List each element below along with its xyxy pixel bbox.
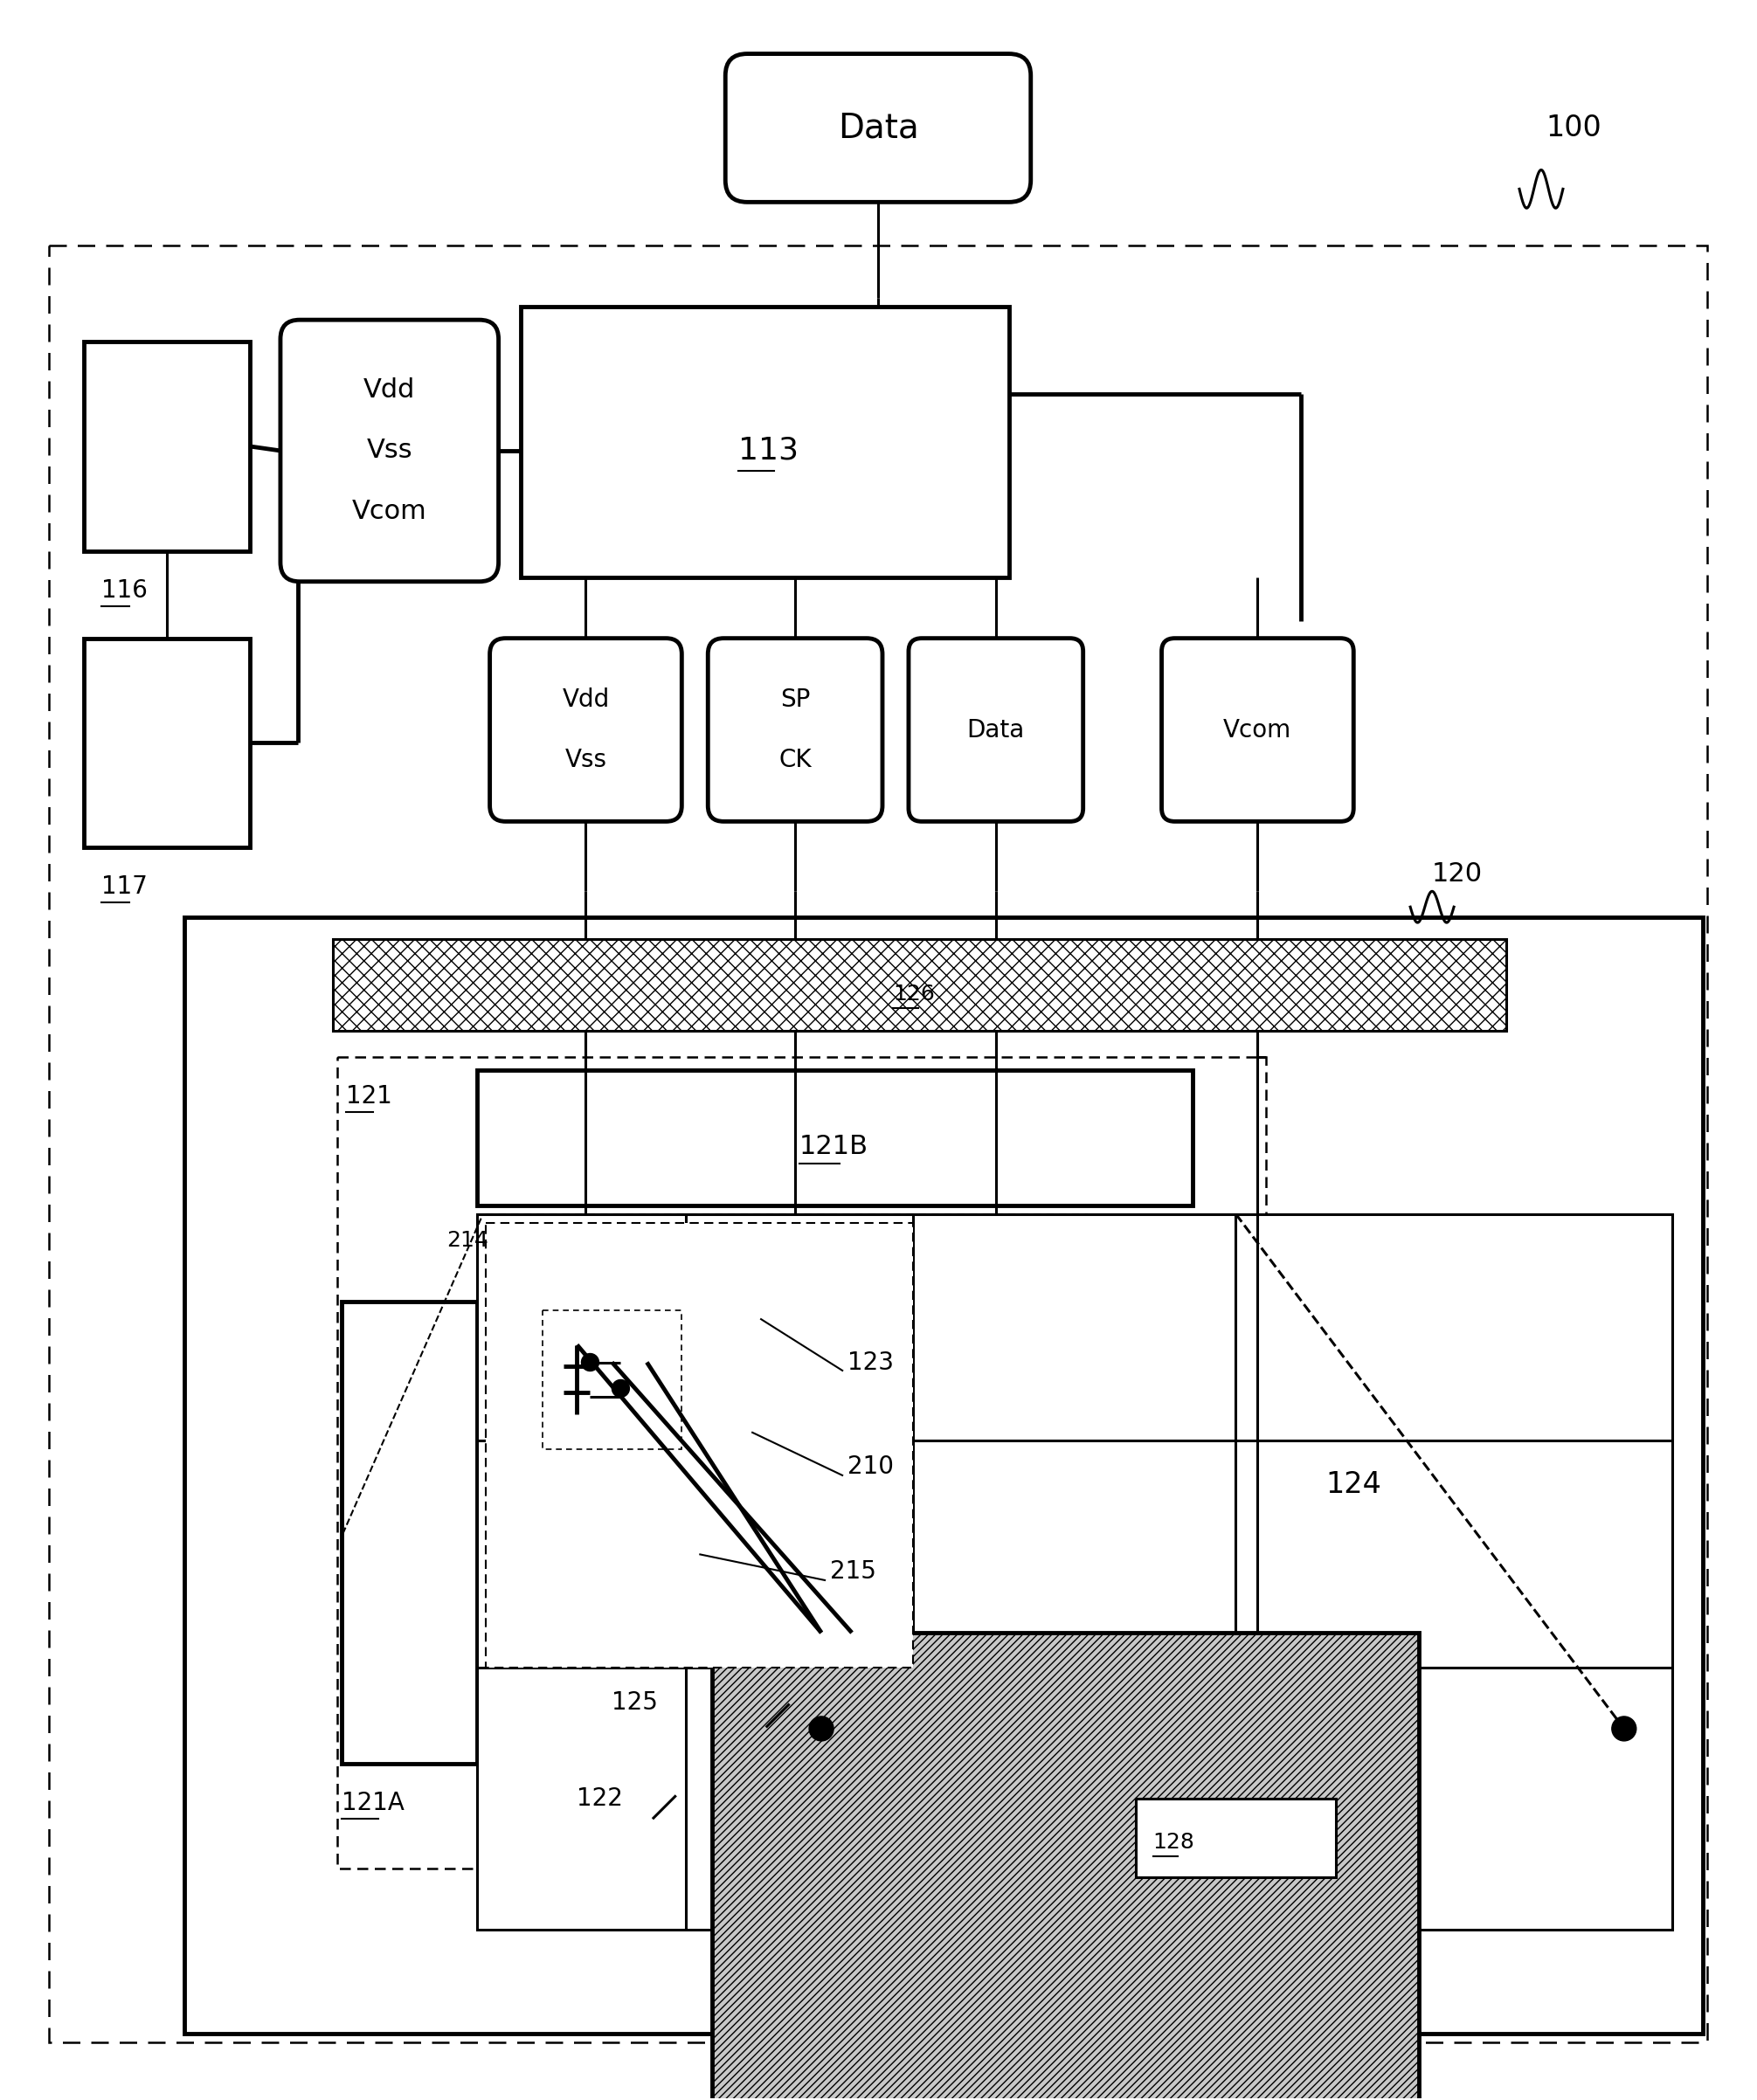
Text: Vss: Vss: [367, 439, 413, 464]
Bar: [84, 638, 249, 848]
Text: 117: 117: [102, 874, 148, 899]
Text: 214: 214: [446, 1231, 488, 1252]
Text: 120: 120: [1432, 861, 1483, 886]
FancyBboxPatch shape: [1161, 638, 1353, 821]
Text: 126: 126: [893, 983, 935, 1004]
FancyBboxPatch shape: [490, 638, 682, 821]
Text: 121A: 121A: [341, 1791, 404, 1814]
Text: 123: 123: [847, 1350, 894, 1376]
Text: 210: 210: [847, 1455, 894, 1478]
Circle shape: [810, 1716, 833, 1741]
Text: Vss: Vss: [564, 748, 606, 773]
FancyBboxPatch shape: [726, 55, 1031, 202]
Text: Vdd: Vdd: [364, 378, 415, 403]
Bar: [712, 1632, 1420, 2100]
Bar: [520, 307, 1009, 578]
FancyBboxPatch shape: [281, 319, 499, 582]
Bar: [476, 1071, 1193, 1205]
Circle shape: [1611, 1716, 1636, 1741]
Bar: [1135, 1798, 1335, 1877]
Bar: [341, 1302, 476, 1764]
Text: 128: 128: [1153, 1831, 1195, 1852]
Bar: [543, 1310, 682, 1449]
Bar: [476, 1214, 1673, 1930]
Text: Data: Data: [966, 718, 1024, 741]
Text: Data: Data: [838, 111, 919, 145]
Text: 113: 113: [738, 437, 799, 466]
Bar: [184, 918, 1703, 2035]
Text: 121B: 121B: [799, 1134, 868, 1159]
Text: Vcom: Vcom: [1223, 718, 1291, 741]
FancyBboxPatch shape: [708, 638, 882, 821]
Circle shape: [582, 1355, 599, 1371]
Text: 100: 100: [1546, 113, 1601, 143]
Bar: [332, 939, 1506, 1031]
Text: CK: CK: [778, 748, 812, 773]
Text: Vdd: Vdd: [562, 687, 610, 712]
Bar: [485, 1222, 914, 1667]
FancyBboxPatch shape: [908, 638, 1082, 821]
Text: Vcom: Vcom: [351, 500, 427, 525]
Text: 122: 122: [576, 1787, 624, 1810]
Text: 121: 121: [346, 1084, 392, 1109]
Text: 125: 125: [611, 1690, 659, 1716]
Bar: [84, 342, 249, 550]
Text: SP: SP: [780, 687, 810, 712]
Circle shape: [611, 1380, 629, 1396]
Bar: [337, 1056, 1267, 1869]
Text: 116: 116: [102, 578, 148, 603]
Text: 124: 124: [1327, 1470, 1381, 1499]
Bar: [49, 246, 1708, 2043]
Text: 215: 215: [829, 1560, 877, 1583]
